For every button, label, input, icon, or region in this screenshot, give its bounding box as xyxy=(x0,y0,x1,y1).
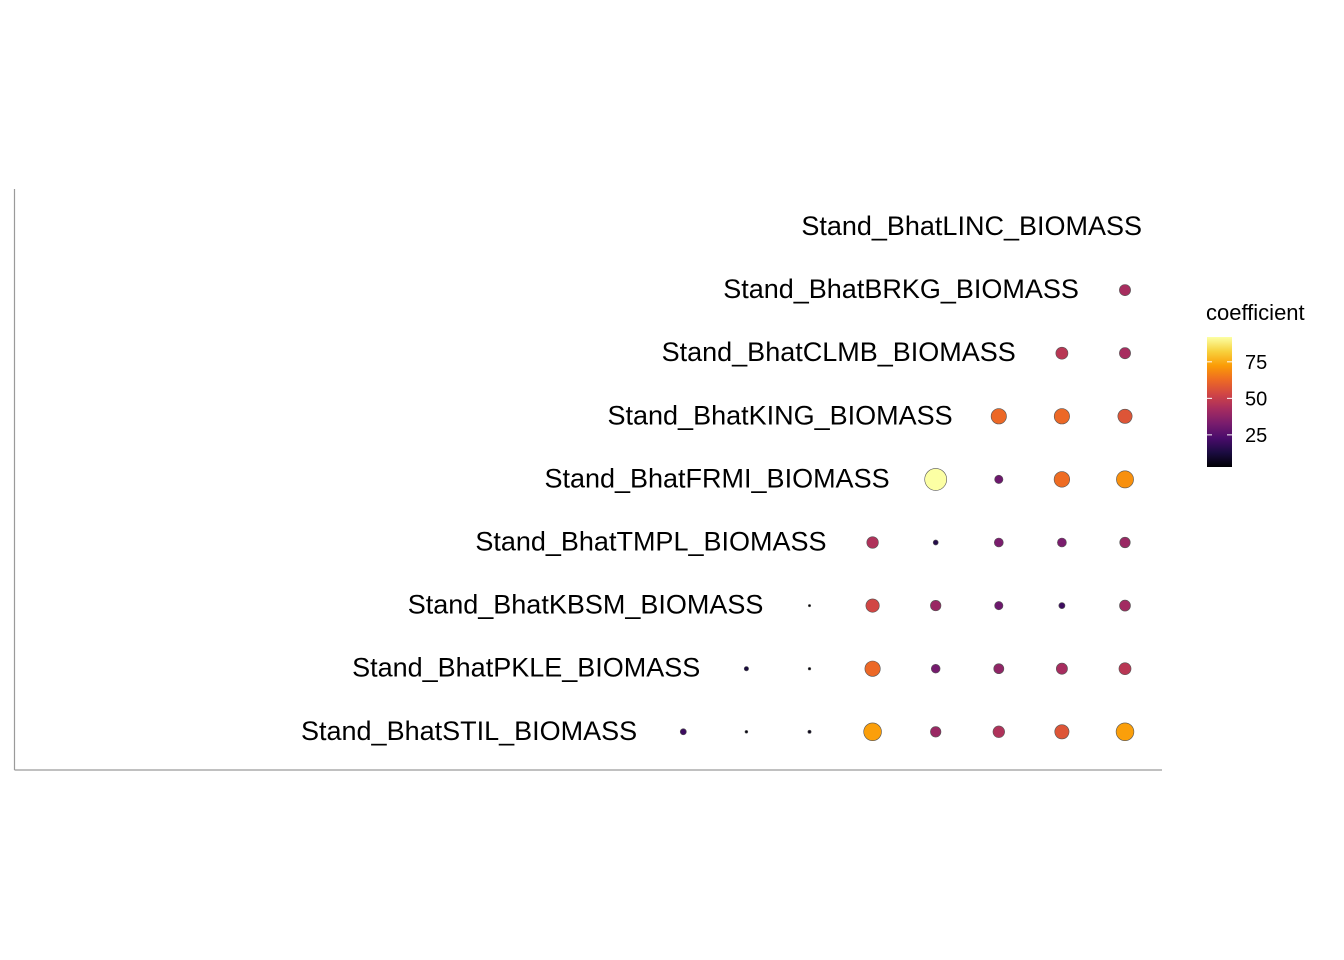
legend-ticks: 25 50 75 xyxy=(1207,352,1267,447)
data-point xyxy=(990,408,1007,425)
data-point xyxy=(994,474,1004,484)
data-point xyxy=(1116,470,1134,489)
data-point xyxy=(993,663,1005,675)
data-point xyxy=(744,730,749,734)
data-point xyxy=(1054,724,1070,740)
row-label: Stand_BhatLINC_BIOMASS xyxy=(801,211,1142,241)
data-point xyxy=(1118,662,1132,676)
legend-title: coefficient xyxy=(1206,300,1305,325)
legend-tick-label: 50 xyxy=(1245,388,1267,410)
data-point xyxy=(679,728,687,736)
data-point xyxy=(1057,537,1067,548)
row-label: Stand_BhatKING_BIOMASS xyxy=(608,400,953,430)
data-point xyxy=(807,729,812,734)
data-point xyxy=(993,537,1004,548)
plot-panel xyxy=(13,189,1162,771)
data-point xyxy=(866,536,879,549)
data-point xyxy=(930,726,942,738)
legend-tick-label: 25 xyxy=(1245,425,1267,447)
row-label: Stand_BhatBRKG_BIOMASS xyxy=(723,274,1079,304)
row-label: Stand_BhatSTIL_BIOMASS xyxy=(301,716,637,746)
data-point xyxy=(924,468,948,491)
row-label: Stand_BhatTMPL_BIOMASS xyxy=(475,527,826,557)
data-point xyxy=(1119,284,1131,296)
data-point xyxy=(1115,722,1135,742)
row-label: Stand_BhatKBSM_BIOMASS xyxy=(408,590,764,620)
data-point xyxy=(864,660,881,677)
legend-tick-label: 75 xyxy=(1245,352,1267,374)
data-point xyxy=(863,722,882,742)
row-label: Stand_BhatFRMI_BIOMASS xyxy=(544,463,889,493)
row-label: Stand_BhatCLMB_BIOMASS xyxy=(662,337,1016,367)
data-point xyxy=(807,667,812,671)
data-point xyxy=(807,604,811,608)
data-point xyxy=(1058,602,1066,609)
data-point xyxy=(992,725,1005,738)
data-point xyxy=(1117,408,1133,424)
data-point xyxy=(1056,662,1068,675)
row-label: Stand_BhatPKLE_BIOMASS xyxy=(352,653,700,683)
color-legend: coefficient 25 50 75 xyxy=(1206,300,1305,467)
data-point xyxy=(1053,471,1071,488)
data-point xyxy=(1119,347,1131,360)
data-point xyxy=(932,539,939,546)
row-labels: Stand_BhatLINC_BIOMASS Stand_BhatBRKG_BIO… xyxy=(301,211,1142,746)
data-point xyxy=(931,664,941,674)
data-point xyxy=(994,601,1004,611)
data-point xyxy=(1119,536,1131,549)
data-points xyxy=(679,284,1135,742)
legend-colorbar xyxy=(1207,337,1232,467)
data-point xyxy=(865,598,880,613)
data-point xyxy=(1053,408,1070,425)
data-point xyxy=(1055,346,1069,360)
data-point xyxy=(930,600,942,612)
data-point xyxy=(1119,599,1131,612)
data-point xyxy=(743,666,749,672)
